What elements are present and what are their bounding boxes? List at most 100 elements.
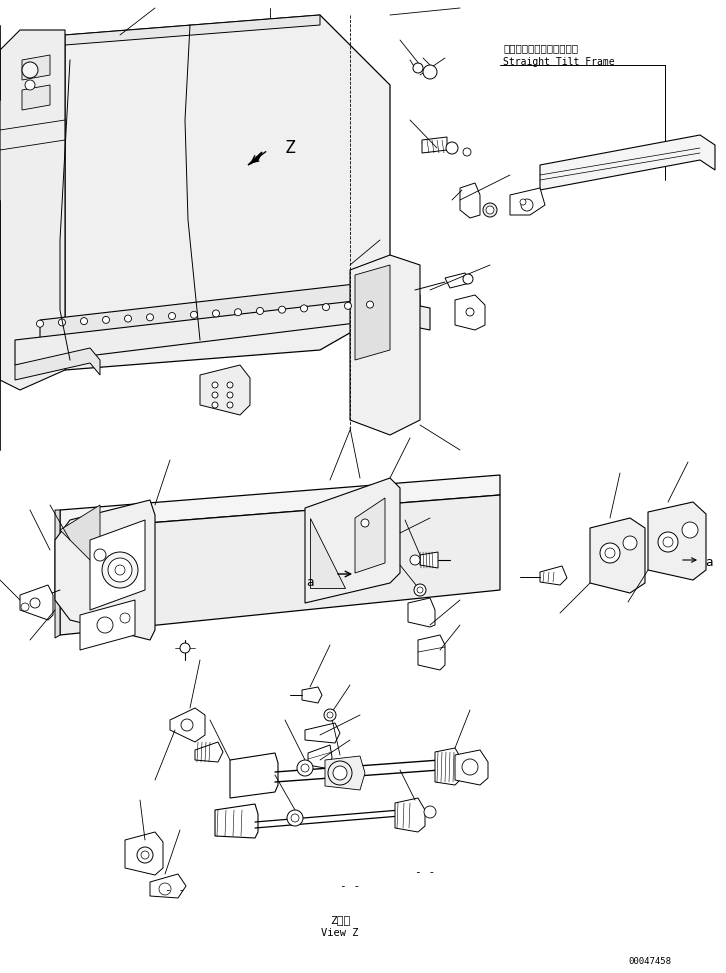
Polygon shape	[65, 15, 390, 370]
Circle shape	[181, 719, 193, 731]
Circle shape	[297, 760, 313, 776]
Polygon shape	[125, 832, 163, 875]
Circle shape	[102, 316, 110, 323]
Polygon shape	[215, 804, 258, 838]
Text: - -: - -	[340, 881, 360, 891]
Circle shape	[446, 142, 458, 154]
Circle shape	[324, 709, 336, 721]
Circle shape	[333, 766, 347, 780]
Circle shape	[59, 319, 65, 326]
Polygon shape	[20, 585, 53, 620]
Circle shape	[30, 598, 40, 608]
Polygon shape	[230, 753, 278, 798]
Polygon shape	[445, 273, 470, 288]
Circle shape	[108, 558, 132, 582]
Circle shape	[301, 305, 308, 312]
Circle shape	[227, 392, 233, 398]
Polygon shape	[55, 500, 155, 640]
Polygon shape	[15, 298, 430, 365]
Polygon shape	[350, 255, 420, 435]
Text: a: a	[705, 557, 712, 569]
Text: Z: Z	[285, 139, 295, 157]
Circle shape	[22, 62, 38, 78]
Circle shape	[256, 307, 264, 314]
Text: 00047458: 00047458	[628, 957, 671, 966]
Polygon shape	[150, 874, 186, 898]
Circle shape	[682, 522, 698, 538]
Polygon shape	[55, 510, 60, 638]
Polygon shape	[455, 295, 485, 330]
Circle shape	[36, 320, 44, 327]
Polygon shape	[60, 475, 500, 530]
Circle shape	[159, 883, 171, 895]
Polygon shape	[90, 520, 145, 610]
Text: Straight Tilt Frame: Straight Tilt Frame	[503, 57, 615, 67]
Circle shape	[486, 206, 494, 214]
Text: View Z: View Z	[321, 928, 359, 938]
Polygon shape	[355, 265, 390, 360]
Circle shape	[120, 613, 130, 623]
Circle shape	[213, 310, 219, 317]
Circle shape	[463, 274, 473, 284]
Text: - -: - -	[415, 867, 436, 877]
Polygon shape	[355, 498, 385, 573]
Circle shape	[463, 148, 471, 156]
Polygon shape	[590, 518, 645, 593]
Polygon shape	[170, 708, 205, 742]
Polygon shape	[395, 798, 425, 832]
Circle shape	[97, 617, 113, 633]
Circle shape	[301, 764, 309, 772]
Circle shape	[147, 314, 153, 321]
Circle shape	[102, 552, 138, 588]
Circle shape	[345, 303, 351, 309]
Polygon shape	[80, 600, 135, 650]
Polygon shape	[15, 348, 100, 380]
Text: a: a	[306, 576, 314, 590]
Circle shape	[520, 199, 526, 205]
Circle shape	[25, 80, 35, 90]
Circle shape	[124, 315, 131, 322]
Text: - -: - -	[165, 885, 185, 895]
Circle shape	[287, 810, 303, 826]
Circle shape	[361, 519, 369, 527]
Polygon shape	[408, 598, 435, 627]
Polygon shape	[40, 280, 420, 340]
Polygon shape	[195, 742, 223, 762]
Circle shape	[141, 851, 149, 859]
Circle shape	[410, 555, 420, 565]
Circle shape	[227, 382, 233, 388]
Circle shape	[212, 392, 218, 398]
Circle shape	[424, 806, 436, 818]
Circle shape	[212, 402, 218, 408]
Circle shape	[291, 814, 299, 822]
Polygon shape	[455, 750, 488, 785]
Polygon shape	[460, 183, 480, 218]
Circle shape	[180, 643, 190, 653]
Circle shape	[279, 306, 285, 313]
Text: Z　視: Z 視	[330, 915, 350, 925]
Polygon shape	[22, 85, 50, 110]
Circle shape	[322, 304, 330, 310]
Polygon shape	[65, 15, 320, 45]
Circle shape	[483, 203, 497, 217]
Circle shape	[327, 712, 333, 718]
Polygon shape	[420, 552, 438, 568]
Circle shape	[521, 199, 533, 211]
Circle shape	[623, 536, 637, 550]
Polygon shape	[540, 566, 567, 585]
Circle shape	[367, 301, 373, 308]
Circle shape	[605, 548, 615, 558]
Polygon shape	[22, 55, 50, 80]
Circle shape	[137, 847, 153, 863]
Polygon shape	[305, 478, 400, 603]
Circle shape	[94, 549, 106, 561]
Polygon shape	[310, 518, 345, 588]
Circle shape	[81, 317, 88, 325]
Polygon shape	[308, 745, 332, 769]
Polygon shape	[418, 635, 445, 670]
Polygon shape	[510, 188, 545, 215]
Circle shape	[466, 308, 474, 316]
Circle shape	[21, 603, 29, 611]
Polygon shape	[325, 756, 365, 790]
Polygon shape	[540, 135, 715, 190]
